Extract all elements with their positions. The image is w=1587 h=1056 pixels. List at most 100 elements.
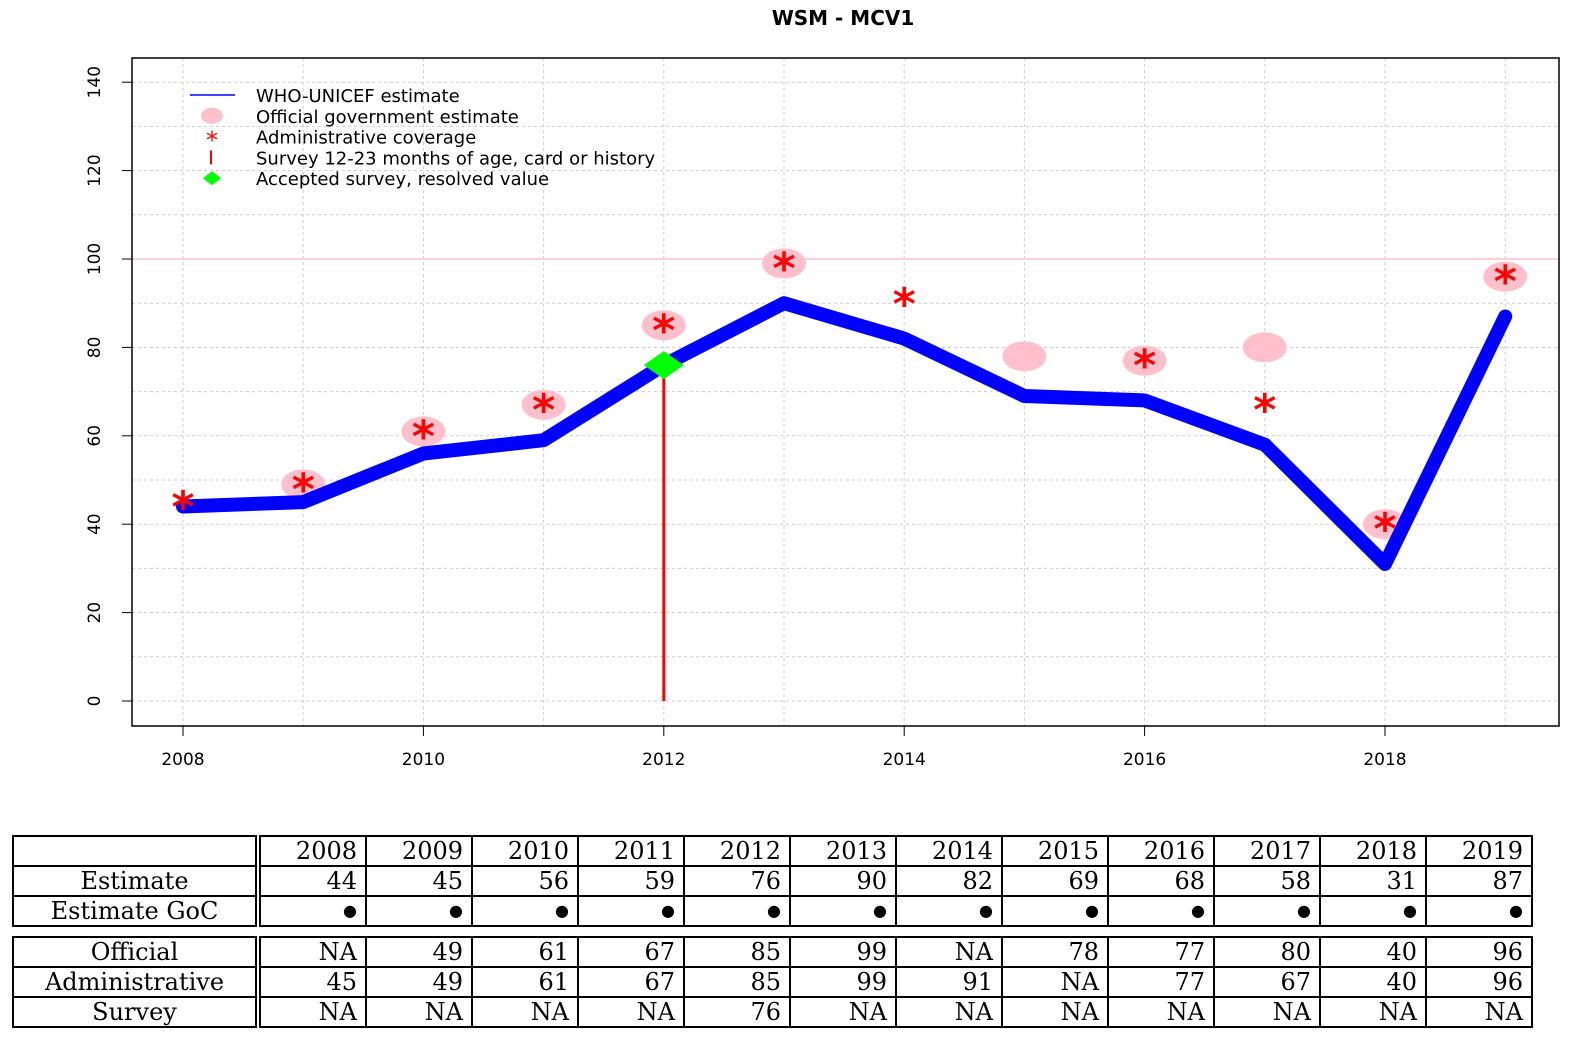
table-cell: ● bbox=[683, 895, 791, 927]
x-tick-label: 2010 bbox=[402, 750, 445, 770]
y-tick-label: 40 bbox=[85, 513, 105, 535]
table-cell: 85 bbox=[683, 966, 791, 998]
admin-point: * bbox=[652, 305, 675, 356]
legend-label: Administrative coverage bbox=[256, 128, 476, 149]
legend-ellipse-icon bbox=[201, 107, 223, 124]
table-cell: ● bbox=[471, 895, 579, 927]
table-cell: NA bbox=[895, 936, 1003, 968]
x-tick-label: 2016 bbox=[1123, 750, 1166, 770]
y-tick-label: 140 bbox=[85, 66, 105, 98]
table-cell: 2012 bbox=[683, 835, 791, 867]
table-cell: 40 bbox=[1319, 936, 1427, 968]
data-table-top: 2008 2009 2010 2011 2012 2013 2014 2015 2016 2017… bbox=[12, 835, 1533, 927]
table-cell: 2015 bbox=[1001, 835, 1109, 867]
table-cell: 56 bbox=[471, 865, 579, 897]
official-point bbox=[641, 310, 686, 341]
legend-label: Official government estimate bbox=[256, 107, 519, 128]
row-label: Official bbox=[12, 936, 261, 968]
table-cell: 49 bbox=[365, 966, 473, 998]
table-row: Estimate GoC ● ● ● ● ● ● ● ● ● ● ● ● bbox=[12, 895, 1533, 927]
admin-point: * bbox=[292, 464, 315, 515]
official-point bbox=[521, 389, 566, 420]
table-cell: ● bbox=[1001, 895, 1109, 927]
official-point bbox=[1242, 332, 1287, 363]
table-cell: 99 bbox=[789, 966, 897, 998]
table-cell: 59 bbox=[577, 865, 685, 897]
row-label bbox=[12, 835, 261, 867]
admin-point: * bbox=[1373, 504, 1396, 555]
row-label: Administrative bbox=[12, 966, 261, 998]
table-cell: 31 bbox=[1319, 865, 1427, 897]
y-tick-label: 100 bbox=[85, 243, 105, 275]
y-tick-label: 120 bbox=[85, 154, 105, 186]
table-cell: 2010 bbox=[471, 835, 579, 867]
table-cell: 2013 bbox=[789, 835, 897, 867]
table-cell: 61 bbox=[471, 966, 579, 998]
estimate-line bbox=[176, 296, 1513, 571]
table-cell: ● bbox=[895, 895, 1003, 927]
table-cell: NA bbox=[1425, 996, 1533, 1028]
admin-point: * bbox=[171, 482, 194, 533]
y-tick-label: 60 bbox=[85, 425, 105, 447]
table-cell: 2016 bbox=[1107, 835, 1215, 867]
table-cell: 2018 bbox=[1319, 835, 1427, 867]
table-cell: 91 bbox=[895, 966, 1003, 998]
table-cell: ● bbox=[257, 895, 367, 927]
table-cell: 2019 bbox=[1425, 835, 1533, 867]
table-cell: 80 bbox=[1213, 936, 1321, 968]
table-cell: ● bbox=[1213, 895, 1321, 927]
plot-frame bbox=[131, 57, 1560, 727]
table-cell: NA bbox=[1001, 996, 1109, 1028]
table-cell: 49 bbox=[365, 936, 473, 968]
table-cell: ● bbox=[1319, 895, 1427, 927]
table-cell: 58 bbox=[1213, 865, 1321, 897]
admin-point: * bbox=[532, 385, 555, 436]
table-cell: 78 bbox=[1001, 936, 1109, 968]
table-cell: NA bbox=[577, 996, 685, 1028]
x-tick-label: 2018 bbox=[1363, 750, 1406, 770]
table-cell: ● bbox=[365, 895, 473, 927]
table-cell: 69 bbox=[1001, 865, 1109, 897]
table-header-row: 2008 2009 2010 2011 2012 2013 2014 2015 2016 2017… bbox=[12, 835, 1533, 867]
table-cell: NA bbox=[257, 936, 367, 968]
table-cell: NA bbox=[895, 996, 1003, 1028]
y-tick-label: 80 bbox=[85, 337, 105, 359]
admin-point: * bbox=[893, 279, 916, 330]
table-cell: 2014 bbox=[895, 835, 1003, 867]
legend-label: Accepted survey, resolved value bbox=[256, 169, 549, 190]
table-cell: NA bbox=[257, 996, 367, 1028]
x-tick-label: 2012 bbox=[642, 750, 685, 770]
table-row: Official NA 49 61 67 85 99 NA 78 77 80 40 96 bbox=[12, 936, 1533, 968]
row-label: Estimate GoC bbox=[12, 895, 261, 927]
admin-point: * bbox=[412, 411, 435, 462]
table-cell: 82 bbox=[895, 865, 1003, 897]
table-cell: NA bbox=[1213, 996, 1321, 1028]
admin-point: * bbox=[1253, 385, 1276, 436]
table-row: Administrative 45 49 61 67 85 99 91 NA 77 67 40 96 bbox=[12, 966, 1533, 998]
official-point bbox=[1483, 261, 1528, 292]
table-cell: 2009 bbox=[365, 835, 473, 867]
table-cell: 96 bbox=[1425, 936, 1533, 968]
table-cell: 85 bbox=[683, 936, 791, 968]
table-cell: 76 bbox=[683, 996, 791, 1028]
chart: WSM - MCV1 0 20 40 60 80 100 120 140 2008 2010 2012… bbox=[85, 6, 1560, 770]
table-cell: 67 bbox=[577, 966, 685, 998]
admin-point: * bbox=[1494, 257, 1517, 308]
table-cell: 96 bbox=[1425, 966, 1533, 998]
table-cell: 40 bbox=[1319, 966, 1427, 998]
table-cell: 76 bbox=[683, 865, 791, 897]
table-cell: ● bbox=[1107, 895, 1215, 927]
table-cell: 68 bbox=[1107, 865, 1215, 897]
table-cell: NA bbox=[1001, 966, 1109, 998]
table-cell: 61 bbox=[471, 936, 579, 968]
y-tick-label: 0 bbox=[85, 696, 105, 707]
table-row: Survey NA NA NA NA 76 NA NA NA NA NA NA NA bbox=[12, 996, 1533, 1028]
chart-title: WSM - MCV1 bbox=[772, 6, 915, 30]
table-cell: 87 bbox=[1425, 865, 1533, 897]
table-cell: ● bbox=[1425, 895, 1533, 927]
admin-point: * bbox=[772, 243, 795, 294]
official-point bbox=[762, 248, 806, 279]
table-cell: 2011 bbox=[577, 835, 685, 867]
table-cell: 45 bbox=[365, 865, 473, 897]
admin-point: * bbox=[1133, 341, 1156, 392]
